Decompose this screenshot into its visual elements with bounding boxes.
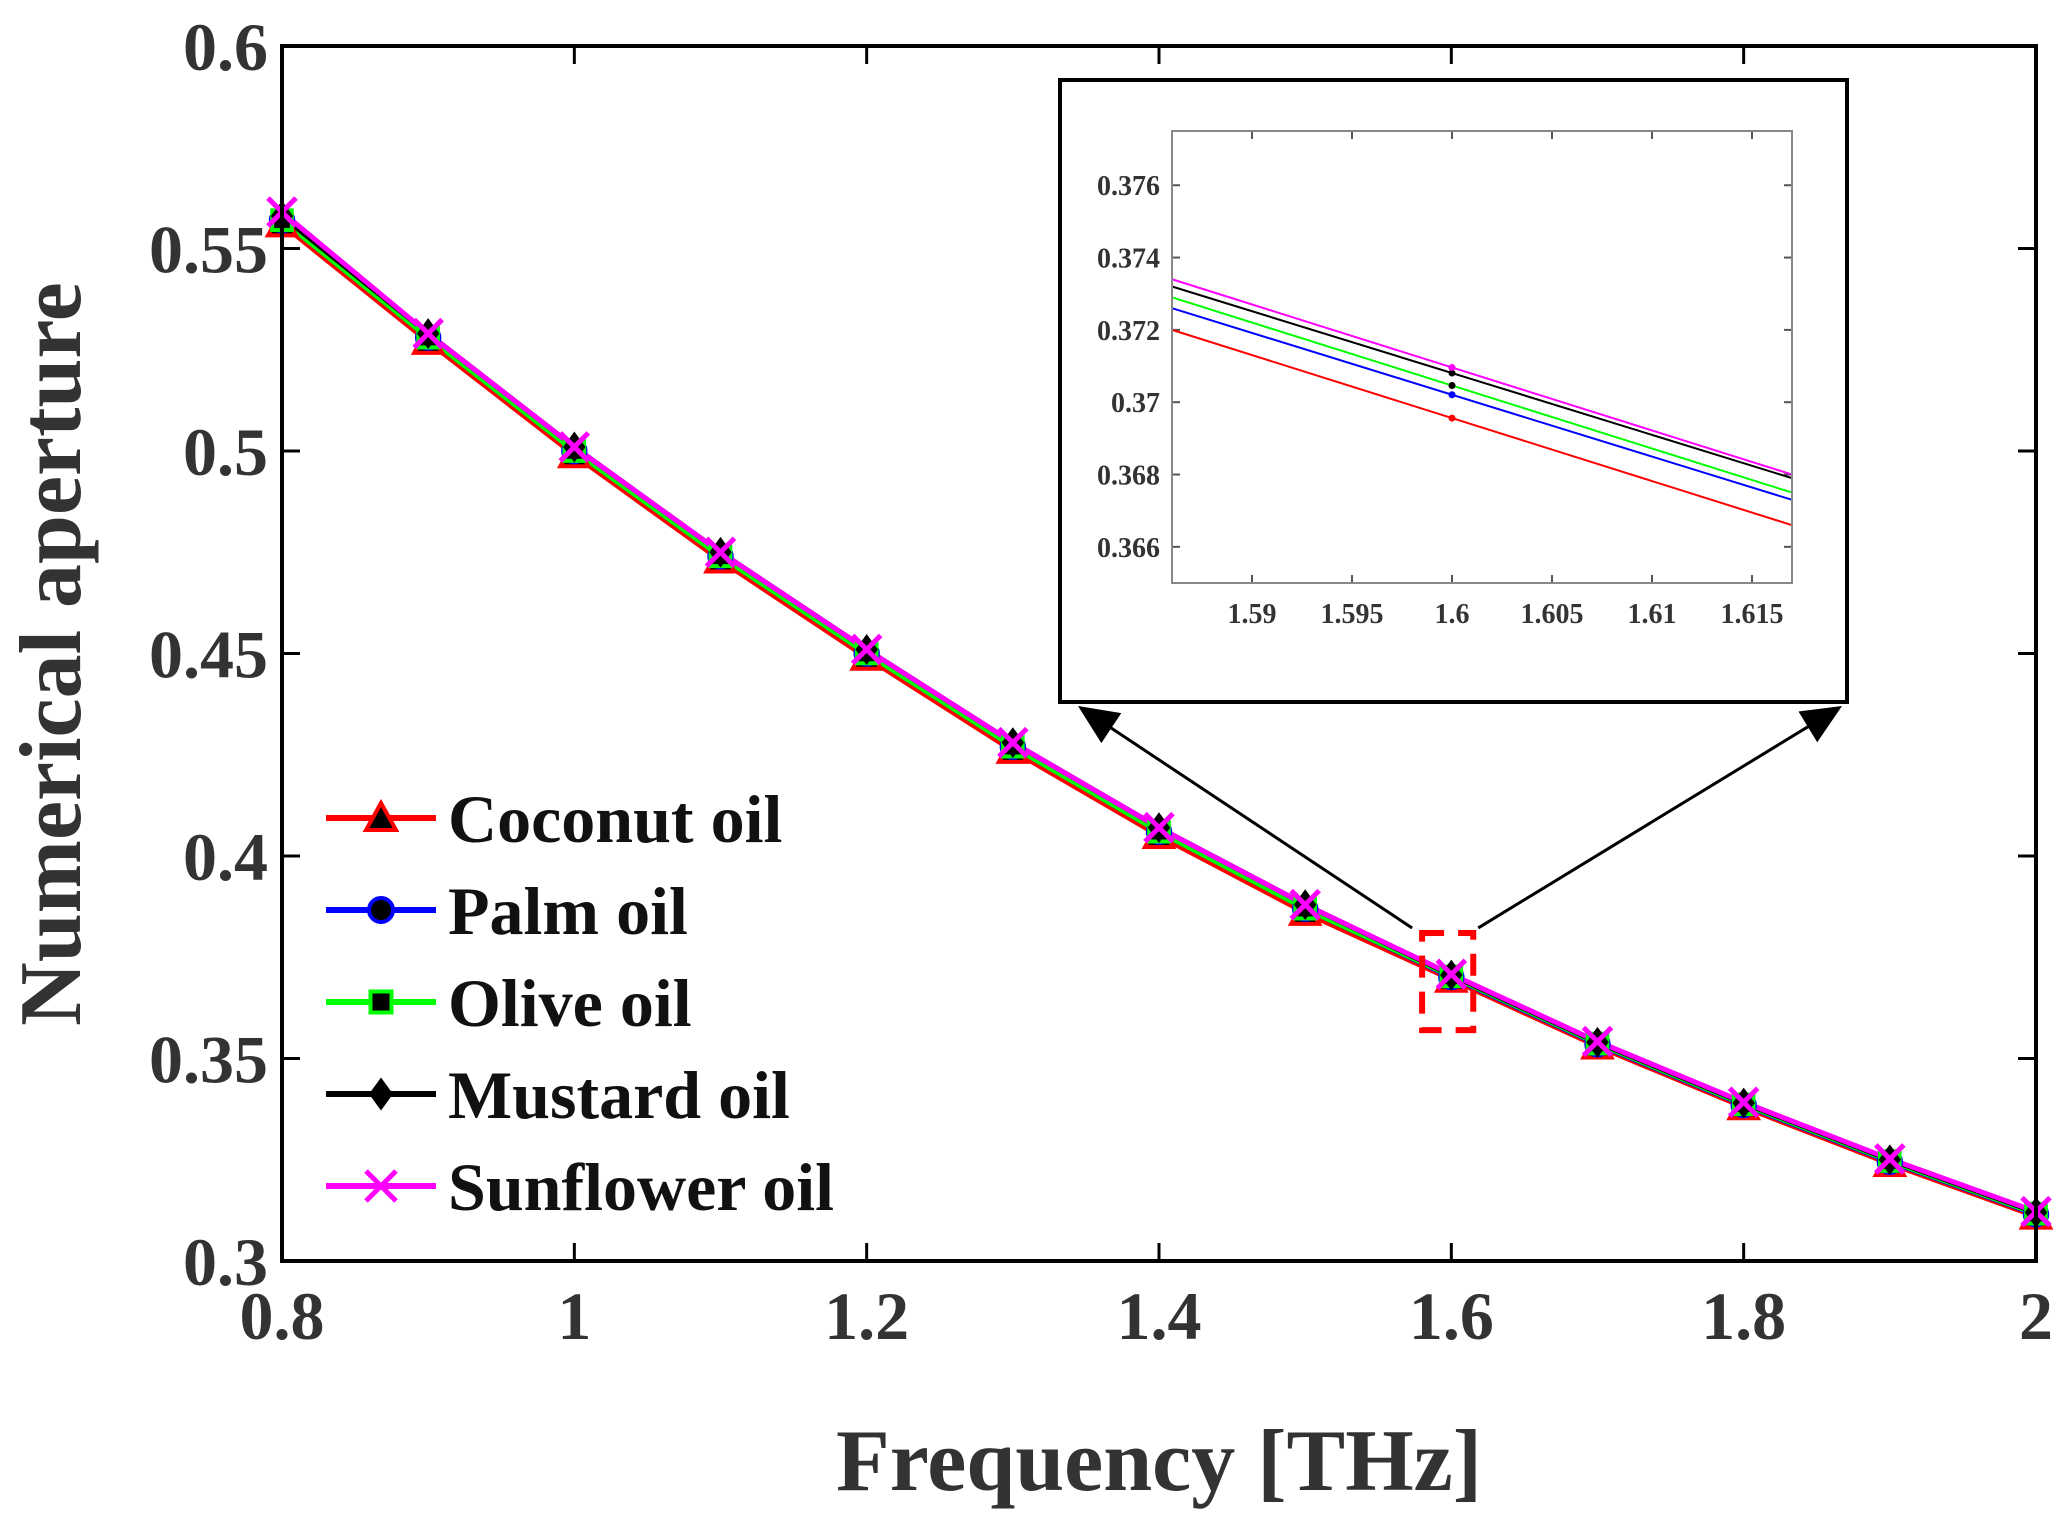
y-axis-label: Numerical aperture — [3, 282, 100, 1026]
inset-y-tick-label: 0.376 — [1097, 171, 1160, 202]
x-axis-label: Frequency [THz] — [836, 1413, 1482, 1510]
legend-swatch-marker — [362, 798, 400, 832]
x-tick-label: 1.8 — [1701, 1278, 1786, 1354]
data-point-sunflower-oil — [1874, 1143, 1906, 1175]
legend-label: Mustard oil — [448, 1057, 790, 1133]
x-tick-label: 1.2 — [824, 1278, 909, 1354]
inset-point-mustard-oil — [1448, 369, 1456, 377]
inset-point-coconut-oil — [1448, 414, 1456, 422]
x-tick-labels: 0.8 1 1.2 1.4 1.6 1.8 2 — [240, 1278, 2054, 1354]
y-tick-labels: 0.3 0.35 0.4 0.45 0.5 0.55 0.6 — [149, 9, 268, 1300]
inset-y-tick-label: 0.372 — [1097, 316, 1160, 347]
inset-x-tick-labels: 1.59 1.595 1.6 1.605 1.61 1.615 — [1228, 599, 1784, 630]
data-point-sunflower-oil — [1289, 888, 1321, 921]
data-point-sunflower-oil — [1435, 958, 1468, 991]
legend-label: Sunflower oil — [448, 1149, 834, 1225]
plot-area-frame — [280, 44, 2038, 1263]
inset-point-palm-oil — [1448, 391, 1456, 399]
legend-swatch-marker — [369, 1077, 393, 1111]
zoom-arrow-left — [1110, 726, 1413, 930]
inset-y-tick-label: 0.366 — [1097, 533, 1160, 564]
inset-y-tick-label: 0.374 — [1097, 244, 1160, 275]
data-point-sunflower-oil — [558, 431, 591, 463]
data-point-sunflower-oil — [1581, 1025, 1614, 1058]
data-point-sunflower-oil — [412, 317, 444, 350]
inset-plot-frame — [1171, 130, 1793, 584]
inset-line-palm-oil — [1171, 307, 1793, 501]
data-point-sunflower-oil — [1727, 1086, 1760, 1119]
data-point-sunflower-oil — [997, 726, 1029, 759]
inset-point-sunflower-oil — [1448, 363, 1456, 371]
inset-line-mustard-oil — [1171, 285, 1793, 480]
inset-x-tick-label: 1.615 — [1721, 599, 1784, 630]
zoom-arrowhead-right — [1798, 706, 1842, 743]
inset-x-tick-label: 1.61 — [1628, 599, 1677, 630]
inset-line-sunflower-oil — [1171, 278, 1793, 476]
zoom-arrowhead-left — [1078, 706, 1122, 744]
x-tick-label: 1 — [557, 1278, 591, 1354]
main-series-markers — [264, 196, 2054, 1230]
inset-x-tick-label: 1.6 — [1435, 599, 1470, 630]
legend-label: Olive oil — [448, 965, 692, 1041]
inset-line-coconut-oil — [1171, 328, 1793, 527]
inset-y-tick-label: 0.368 — [1097, 461, 1160, 492]
zoom-arrow-right — [1477, 725, 1809, 930]
legend-label: Coconut oil — [448, 781, 782, 857]
data-point-sunflower-oil — [1143, 811, 1175, 844]
y-tick-label: 0.6 — [183, 9, 268, 85]
data-point-sunflower-oil — [704, 536, 737, 569]
inset-outer-frame — [1058, 78, 1849, 704]
y-tick-label: 0.55 — [149, 212, 268, 288]
y-tick-label: 0.45 — [149, 617, 268, 693]
legend-swatch-marker — [367, 896, 395, 924]
inset-x-tick-label: 1.595 — [1321, 599, 1384, 630]
inset-y-tick-labels: 0.366 0.368 0.37 0.372 0.374 0.376 — [1097, 171, 1160, 564]
x-tick-label: 1.4 — [1117, 1278, 1202, 1354]
y-tick-label: 0.5 — [183, 414, 268, 490]
legend: Coconut oil Palm oil Olive oil Mustard oil S… — [326, 781, 834, 1225]
legend-swatch-marker — [364, 1169, 398, 1203]
data-point-sunflower-oil — [850, 633, 883, 666]
x-tick-label: 1.6 — [1409, 1278, 1494, 1354]
x-tick-label: 0.8 — [240, 1278, 325, 1354]
inset-series-lines — [1171, 278, 1793, 527]
legend-label: Palm oil — [448, 873, 688, 949]
inset-y-tick-label: 0.37 — [1111, 388, 1160, 419]
legend-swatch-marker — [368, 989, 394, 1015]
y-tick-label: 0.35 — [149, 1022, 268, 1098]
inset-line-olive-oil — [1171, 296, 1793, 494]
inset-x-tick-label: 1.605 — [1521, 599, 1584, 630]
y-tick-label: 0.4 — [183, 819, 268, 895]
inset-point-olive-oil — [1448, 382, 1456, 390]
x-tick-label: 2 — [2019, 1278, 2053, 1354]
inset-series-markers — [1448, 363, 1456, 422]
y-tick-label: 0.3 — [183, 1224, 268, 1300]
inset-x-tick-label: 1.59 — [1228, 599, 1277, 630]
